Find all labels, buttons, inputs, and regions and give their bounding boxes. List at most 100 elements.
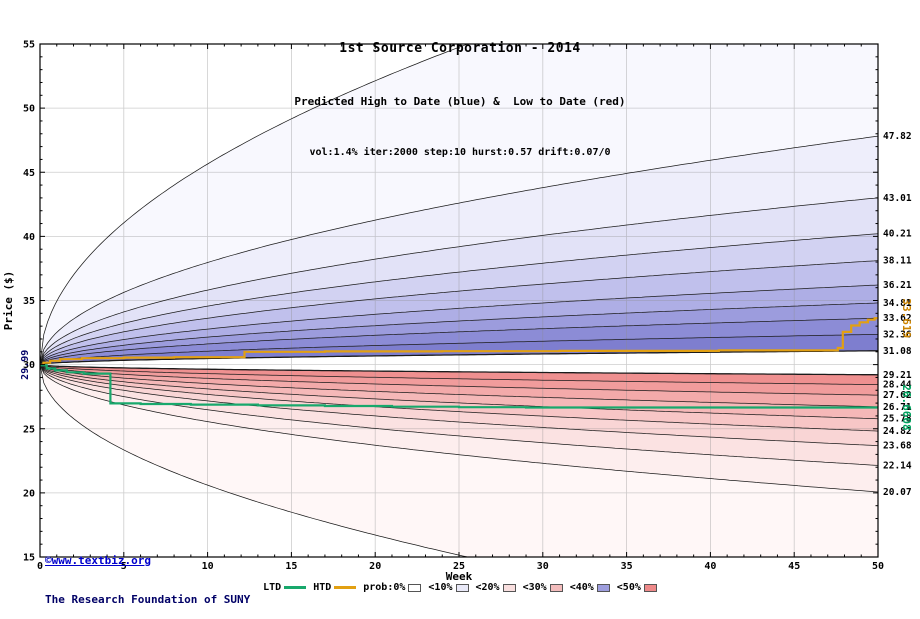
- chart-params: vol:1.4% iter:2000 step:10 hurst:0.57 dr…: [309, 147, 611, 158]
- legend-item-prob-5: <50%: [617, 582, 657, 593]
- ltd-final-label: 26.6608: [900, 384, 913, 430]
- x-tick-label: 25: [453, 561, 465, 572]
- low-band-2: [40, 364, 878, 407]
- y-tick-label: 50: [23, 104, 35, 115]
- low-band-1: [40, 364, 878, 396]
- low-band-3: [40, 364, 878, 419]
- htd-line-swatch: [334, 586, 357, 589]
- band-end-label: 22.14: [883, 460, 912, 471]
- x-tick-label: 45: [788, 561, 800, 572]
- band-end-label: 24.82: [883, 426, 912, 437]
- low-band-0: [40, 364, 878, 385]
- high-band-6: [40, 197, 878, 365]
- start-price-label: 29.99: [20, 350, 31, 380]
- band-end-label: 47.82: [883, 131, 912, 142]
- y-tick-label: 45: [23, 168, 35, 179]
- y-tick-label: 55: [23, 40, 35, 51]
- legend-label-htd: HTD: [313, 582, 332, 593]
- high-band-8: [40, 44, 878, 365]
- legend-swatch: [408, 583, 422, 592]
- legend-swatch: [643, 583, 657, 592]
- high-band-3: [40, 285, 878, 365]
- gridlines: [39, 43, 879, 558]
- watermark-link[interactable]: ©www.textbiz.org: [45, 554, 151, 567]
- low-band-8: [40, 364, 878, 557]
- legend-label: <30%: [522, 582, 547, 593]
- ltd-line-swatch: [284, 586, 307, 589]
- x-tick-label: 15: [285, 561, 297, 572]
- legend-swatch: [549, 583, 563, 592]
- y-axis-label: Price ($): [2, 271, 15, 331]
- htd-final-label: 33.619: [900, 298, 913, 338]
- band-end-label: 32.36: [883, 329, 912, 340]
- band-boundaries: [40, 44, 878, 557]
- band-end-label: 34.81: [883, 298, 912, 309]
- high-band-1: [40, 318, 878, 365]
- legend: LTD HTD prob:0% <10% <20% <30% <40% <50%: [0, 582, 920, 593]
- low-band-5: [40, 364, 878, 446]
- legend-item-prob-2: <20%: [476, 582, 516, 593]
- band-end-label: 29.21: [883, 370, 912, 381]
- price-lines: [40, 317, 878, 409]
- chart-subtitle: Predicted High to Date (blue) & Low to D…: [294, 95, 626, 108]
- legend-prob-items: prob:0% <10% <20% <30% <40% <50%: [363, 582, 657, 593]
- legend-swatch: [596, 583, 610, 592]
- probability-bands: [40, 44, 878, 557]
- band-end-label: 23.68: [883, 441, 912, 452]
- band-end-label: 28.44: [883, 380, 912, 391]
- legend-swatch: [455, 583, 469, 592]
- x-axis-label: Week: [446, 570, 473, 583]
- y-tick-label: 15: [23, 553, 35, 564]
- fan-chart-plot: 0 5 10 15 20 25 30 35 40 45 50 15 20 25 30 35 40 45 50 55 We…: [2, 40, 913, 584]
- band-end-label: 36.21: [883, 280, 912, 291]
- legend-item-htd: HTD: [313, 582, 357, 593]
- x-tick-label: 20: [369, 561, 381, 572]
- low-band-7: [40, 364, 878, 492]
- x-tick-label: 50: [872, 561, 884, 572]
- legend-item-prob-4: <40%: [570, 582, 610, 593]
- band-end-label: 27.62: [883, 390, 912, 401]
- legend-label: prob:0%: [363, 582, 406, 593]
- x-tick-label: 0: [37, 561, 43, 572]
- legend-item-prob-0: prob:0%: [363, 582, 422, 593]
- band-end-label: 26.71: [883, 402, 912, 413]
- x-tick-label: 30: [537, 561, 549, 572]
- legend-label-ltd: LTD: [263, 582, 282, 593]
- legend-label: <20%: [475, 582, 500, 593]
- y-tick-label: 35: [23, 296, 35, 307]
- high-band-2: [40, 302, 878, 365]
- low-band-6: [40, 364, 878, 466]
- band-end-label: 25.78: [883, 414, 912, 425]
- low-band-4: [40, 364, 878, 432]
- chart-header: 1st Source Corporation - 2014 Predicted …: [0, 3, 920, 177]
- y-tick-label: 40: [23, 232, 35, 243]
- band-end-label: 40.21: [883, 229, 912, 240]
- band-end-label: 33.62: [883, 313, 912, 324]
- band-end-label: 20.07: [883, 487, 912, 498]
- legend-item-prob-1: <10%: [428, 582, 469, 593]
- band-end-label: 38.11: [883, 256, 912, 267]
- htd-line: [40, 317, 878, 366]
- x-tick-label: 40: [704, 561, 716, 572]
- legend-label: <10%: [428, 582, 453, 593]
- ltd-line: [40, 364, 878, 409]
- y-tick-label: 30: [23, 360, 35, 371]
- x-tick-label: 35: [621, 561, 633, 572]
- band-end-label: 43.01: [883, 193, 912, 204]
- y-tick-label: 25: [23, 424, 35, 435]
- legend-item-ltd: LTD: [263, 582, 307, 593]
- axis-ticks: [39, 43, 879, 558]
- legend-label: <40%: [569, 582, 594, 593]
- legend-swatch: [502, 583, 516, 592]
- legend-item-prob-3: <30%: [523, 582, 563, 593]
- y-tick-label: 20: [23, 488, 35, 499]
- high-band-4: [40, 260, 878, 365]
- high-band-5: [40, 233, 878, 365]
- x-tick-label: 5: [121, 561, 127, 572]
- chart-title: 1st Source Corporation - 2014: [339, 41, 581, 56]
- high-band-7: [40, 136, 878, 365]
- legend-label: <50%: [616, 582, 641, 593]
- watermark: ©www.textbiz.org The Research Foundation…: [45, 528, 250, 619]
- x-tick-label: 10: [202, 561, 214, 572]
- band-end-label: 31.08: [883, 346, 912, 357]
